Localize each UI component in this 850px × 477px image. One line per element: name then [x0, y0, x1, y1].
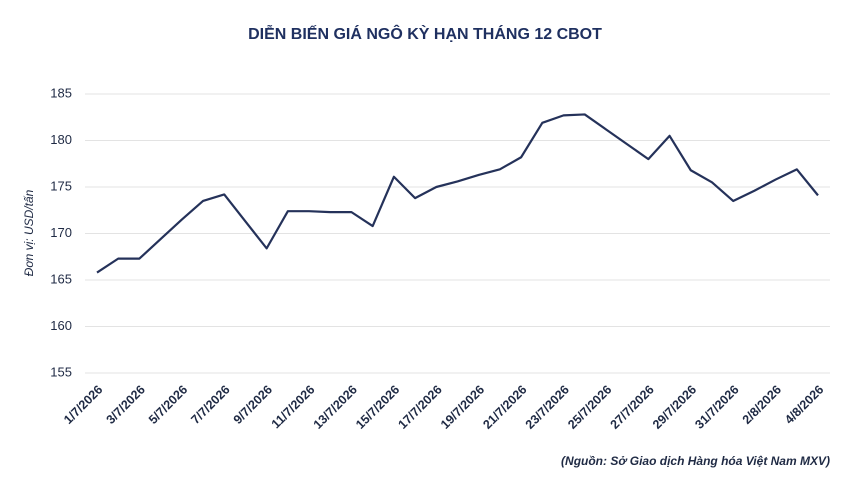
- x-tick-label: 19/7/2026: [438, 383, 487, 432]
- y-tick-label: 165: [50, 271, 72, 286]
- source-note: (Nguồn: Sở Giao dịch Hàng hóa Việt Nam M…: [561, 454, 830, 468]
- x-tick-label: 29/7/2026: [650, 383, 699, 432]
- y-axis-title: Đơn vị: USD/tấn: [22, 189, 36, 276]
- x-tick-label: 25/7/2026: [565, 383, 614, 432]
- x-tick-label: 3/7/2026: [104, 383, 148, 427]
- data-line: [96, 113, 819, 274]
- x-tick-label: 4/8/2026: [782, 383, 826, 427]
- x-tick-label: 13/7/2026: [311, 383, 360, 432]
- x-tick-label: 27/7/2026: [608, 383, 657, 432]
- x-tick-label: 21/7/2026: [480, 383, 529, 432]
- y-tick-label: 175: [50, 178, 72, 193]
- x-tick-label: 2/8/2026: [740, 383, 784, 427]
- x-tick-label: 5/7/2026: [146, 383, 190, 427]
- x-tick-label: 17/7/2026: [396, 383, 445, 432]
- chart-title: DIỄN BIẾN GIÁ NGÔ KỲ HẠN THÁNG 12 CBOT: [248, 24, 602, 43]
- y-tick-label: 180: [50, 132, 72, 147]
- x-tick-label: 23/7/2026: [523, 383, 572, 432]
- y-tick-label: 170: [50, 225, 72, 240]
- x-tick-label: 11/7/2026: [269, 383, 318, 432]
- x-tick-label: 31/7/2026: [692, 383, 741, 432]
- y-tick-label: 160: [50, 318, 72, 333]
- x-tick-label: 1/7/2026: [61, 383, 105, 427]
- x-tick-label: 9/7/2026: [231, 383, 275, 427]
- y-tick-label: 155: [50, 364, 72, 379]
- x-tick-label: 7/7/2026: [188, 383, 232, 427]
- y-tick-label: 185: [50, 85, 72, 100]
- x-tick-label: 15/7/2026: [353, 383, 402, 432]
